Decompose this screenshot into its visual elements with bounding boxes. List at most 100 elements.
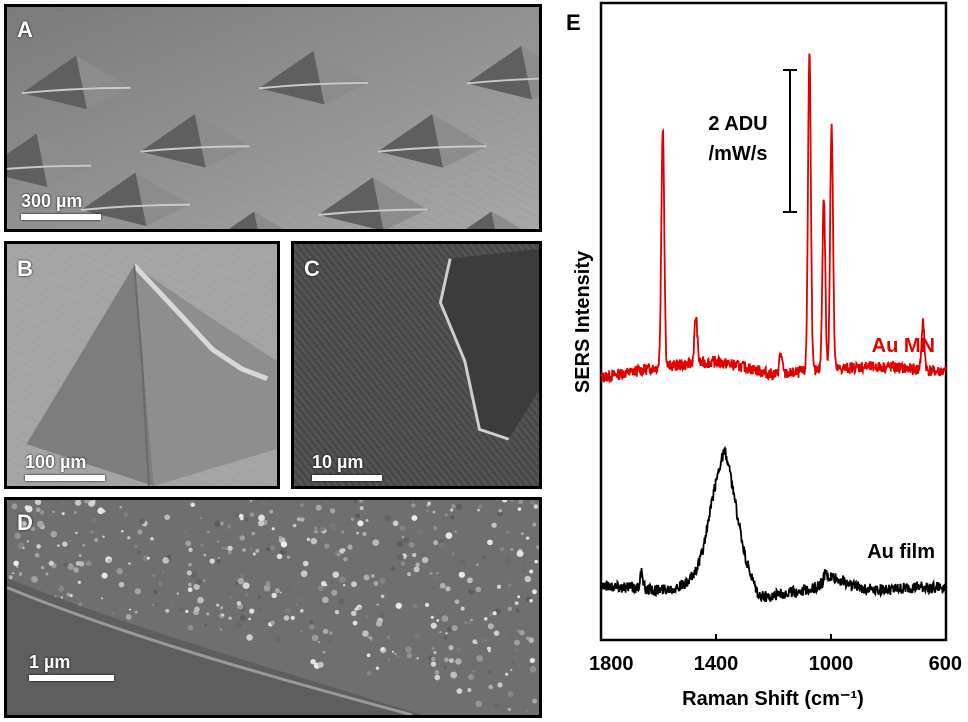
nanoparticle-grain bbox=[284, 587, 292, 594]
nanoparticle-grain bbox=[504, 557, 511, 564]
nanoparticle-grain bbox=[510, 524, 517, 530]
nanoparticle-grain bbox=[246, 634, 253, 641]
nanoparticle-grain bbox=[429, 571, 433, 575]
nanoparticle-grain bbox=[49, 512, 53, 517]
fracture-streak bbox=[294, 307, 438, 486]
nanoparticle-grain bbox=[194, 606, 200, 612]
nanoparticle-grain bbox=[359, 500, 363, 503]
nanoparticle-grain bbox=[507, 707, 512, 712]
nanoparticle-grain bbox=[224, 546, 228, 550]
scale-bar: 300 µm bbox=[21, 191, 101, 220]
nanoparticle-grain bbox=[152, 603, 155, 607]
pyramid-shadow-face bbox=[466, 45, 533, 100]
nanoparticle-grain bbox=[260, 500, 267, 506]
nanoparticle-grain bbox=[498, 509, 502, 513]
nanoparticle-grain bbox=[90, 500, 96, 506]
nanoparticle-grain bbox=[416, 657, 419, 660]
nanoparticle-grain bbox=[458, 571, 466, 578]
nanoparticle-grain bbox=[392, 520, 399, 527]
fracture-streak bbox=[294, 340, 411, 486]
x-axis-label: Raman Shift (cm⁻¹) bbox=[682, 688, 864, 710]
fracture-streak bbox=[342, 244, 539, 486]
nanoparticle-grain bbox=[249, 608, 255, 614]
sem-image-c bbox=[294, 244, 539, 486]
nanoparticle-grain bbox=[150, 537, 154, 541]
pyramid-lit-face bbox=[135, 172, 190, 227]
nanoparticle-grain bbox=[507, 691, 514, 698]
nanoparticle-grain bbox=[514, 648, 520, 653]
nanoparticle-grain bbox=[529, 598, 533, 603]
nanoparticle-grain bbox=[219, 628, 222, 631]
nanoparticle-grain bbox=[470, 618, 473, 622]
nanoparticle-grain bbox=[492, 611, 497, 616]
nanoparticle-grain bbox=[385, 592, 388, 595]
nanoparticle-grain bbox=[372, 539, 380, 547]
fracture-streak bbox=[294, 281, 459, 486]
nanoparticle-grain bbox=[269, 545, 276, 551]
panel-label: C bbox=[304, 256, 320, 281]
nanoparticle-grain bbox=[73, 511, 77, 515]
nanoparticle-grain bbox=[243, 625, 248, 629]
pyramid-lit-face bbox=[491, 211, 522, 229]
series-line-au-film bbox=[600, 445, 947, 603]
x-tick-label: 1400 bbox=[694, 653, 739, 675]
pyramid-shadow-face bbox=[81, 172, 147, 227]
nanoparticle-grain bbox=[445, 532, 453, 539]
nanoparticle-grain bbox=[123, 512, 129, 518]
nanoparticle-grain bbox=[257, 595, 261, 599]
nanoparticle-grain bbox=[123, 573, 128, 578]
fracture-streak bbox=[294, 256, 479, 486]
nanoparticle-grain bbox=[460, 606, 465, 611]
nanoparticle-grain bbox=[496, 584, 502, 589]
nanoparticle-grain bbox=[430, 615, 434, 619]
nanoparticle-grain bbox=[322, 651, 326, 654]
nanoparticle-grain bbox=[487, 539, 493, 546]
nanoparticle-grain bbox=[397, 541, 404, 548]
nanoparticle-grain bbox=[367, 671, 372, 676]
nanoparticle-grain bbox=[242, 582, 250, 590]
nanoparticle-grain bbox=[35, 507, 41, 513]
nanoparticle-grain bbox=[355, 513, 360, 519]
pyramid-shadow-face bbox=[466, 211, 496, 229]
nanoparticle-grain bbox=[366, 653, 371, 658]
scale-bar: 10 µm bbox=[312, 452, 382, 481]
nanoparticle-grain bbox=[20, 521, 27, 528]
nanoparticle-grain bbox=[463, 672, 466, 675]
pyramid-shadow-face bbox=[228, 211, 258, 229]
pyramid-rim bbox=[81, 203, 190, 211]
nanoparticle-grain bbox=[94, 538, 99, 542]
nanoparticle-grain bbox=[379, 577, 386, 584]
nanoparticle-grain bbox=[302, 560, 309, 567]
nanoparticle-grain bbox=[316, 597, 323, 604]
fracture-streak bbox=[301, 244, 500, 486]
nanoparticle-grain bbox=[153, 603, 158, 607]
nanoparticle-grain bbox=[306, 537, 311, 542]
nanoparticle-grain bbox=[299, 517, 305, 522]
nanoparticle-grain bbox=[450, 671, 458, 679]
nanoparticle-grain bbox=[75, 531, 78, 535]
nanoparticle-grain bbox=[83, 568, 87, 573]
nanoparticle-grain bbox=[68, 539, 72, 543]
nanoparticle-grain bbox=[188, 547, 193, 552]
nanoparticle-grain bbox=[427, 501, 432, 506]
nanoparticle-grain bbox=[257, 520, 265, 527]
nanoparticle-grain bbox=[232, 511, 239, 518]
nanoparticle-grain bbox=[185, 609, 189, 614]
nanoparticle-grain bbox=[265, 581, 271, 586]
nanoparticle-grain bbox=[239, 516, 244, 521]
x-tick-label: 600 bbox=[929, 653, 962, 675]
nanoparticle-grain bbox=[529, 665, 537, 673]
fracture-streak bbox=[294, 434, 336, 486]
nanoparticle-grain bbox=[235, 621, 242, 628]
nanoparticle-grain bbox=[489, 660, 493, 664]
nanoparticle-grain bbox=[515, 680, 519, 684]
fracture-streak bbox=[294, 264, 472, 486]
nanoparticle-grain bbox=[475, 586, 482, 593]
nanoparticle-grain bbox=[468, 674, 475, 680]
nanoparticle-grain bbox=[226, 524, 232, 529]
nanoparticle-grain bbox=[433, 526, 438, 531]
nanoparticle-grain bbox=[421, 556, 429, 564]
nanoparticle-grain bbox=[523, 569, 526, 572]
nanoparticle-grain bbox=[15, 570, 20, 576]
nanoparticle-grain bbox=[296, 517, 301, 522]
